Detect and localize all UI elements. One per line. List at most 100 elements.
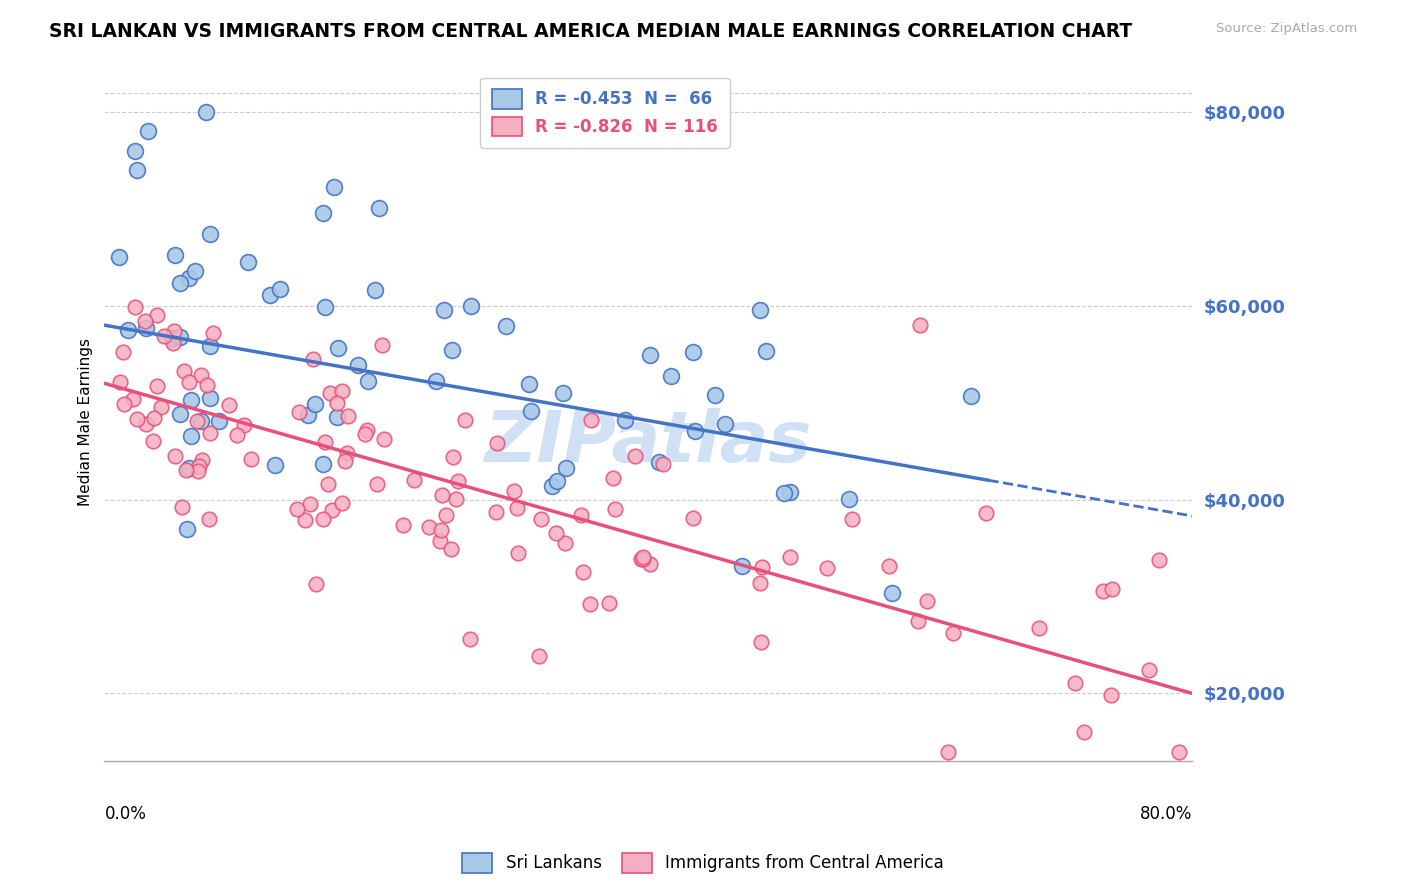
Point <box>942 626 965 640</box>
Point <box>226 428 249 442</box>
Point <box>305 577 328 591</box>
Point <box>207 414 229 428</box>
Point <box>233 417 256 432</box>
Point <box>460 299 482 313</box>
Point <box>176 523 198 537</box>
Point <box>841 512 863 526</box>
Y-axis label: Median Male Earnings: Median Male Earnings <box>79 338 93 506</box>
Point <box>316 477 339 491</box>
Point <box>177 376 200 390</box>
Point <box>910 318 932 333</box>
Point <box>347 359 370 373</box>
Point <box>373 432 395 446</box>
Point <box>163 324 186 338</box>
Point <box>661 369 683 384</box>
Point <box>648 455 671 469</box>
Point <box>165 449 187 463</box>
Point <box>332 496 354 510</box>
Point <box>364 283 387 297</box>
Text: SRI LANKAN VS IMMIGRANTS FROM CENTRAL AMERICA MEDIAN MALE EARNINGS CORRELATION C: SRI LANKAN VS IMMIGRANTS FROM CENTRAL AM… <box>49 22 1132 41</box>
Point <box>880 585 903 599</box>
Point <box>652 457 675 471</box>
Point <box>1067 773 1090 788</box>
Point <box>190 368 212 383</box>
Point <box>117 323 139 337</box>
Point <box>180 393 202 408</box>
Point <box>187 464 209 478</box>
Point <box>354 427 377 442</box>
Point <box>169 329 191 343</box>
Point <box>294 513 316 527</box>
Point <box>638 348 661 362</box>
Point <box>447 475 470 489</box>
Point <box>748 576 770 591</box>
Point <box>111 345 134 359</box>
Point <box>240 451 263 466</box>
Point <box>773 486 796 500</box>
Point <box>838 492 860 507</box>
Point <box>579 413 602 427</box>
Text: 0.0%: 0.0% <box>104 805 146 823</box>
Point <box>367 201 389 215</box>
Legend: Sri Lankans, Immigrants from Central America: Sri Lankans, Immigrants from Central Ame… <box>456 847 950 880</box>
Point <box>198 338 221 352</box>
Point <box>506 500 529 515</box>
Text: 80.0%: 80.0% <box>1140 805 1192 823</box>
Point <box>520 404 543 418</box>
Point <box>321 503 343 517</box>
Point <box>195 378 218 392</box>
Point <box>915 594 938 608</box>
Point <box>107 250 129 264</box>
Point <box>190 414 212 428</box>
Point <box>530 512 553 526</box>
Point <box>779 484 801 499</box>
Text: Source: ZipAtlas.com: Source: ZipAtlas.com <box>1216 22 1357 36</box>
Point <box>264 458 287 472</box>
Legend: R = -0.453  N =  66, R = -0.826  N = 116: R = -0.453 N = 66, R = -0.826 N = 116 <box>481 78 730 148</box>
Point <box>124 300 146 314</box>
Point <box>578 597 600 611</box>
Point <box>1073 725 1095 739</box>
Point <box>112 397 135 411</box>
Point <box>432 488 454 502</box>
Point <box>302 352 325 367</box>
Point <box>357 374 380 388</box>
Point <box>371 338 394 352</box>
Point <box>546 525 568 540</box>
Point <box>1147 553 1170 567</box>
Point <box>936 745 959 759</box>
Point <box>486 436 509 450</box>
Point <box>1064 675 1087 690</box>
Point <box>314 300 336 314</box>
Point <box>682 511 704 525</box>
Point <box>298 498 321 512</box>
Point <box>433 302 456 317</box>
Point <box>1101 582 1123 596</box>
Point <box>517 377 540 392</box>
Point <box>135 321 157 335</box>
Point <box>749 302 772 317</box>
Point <box>1028 621 1050 635</box>
Point <box>907 615 929 629</box>
Point <box>572 565 595 579</box>
Point <box>392 518 415 533</box>
Point <box>297 408 319 422</box>
Point <box>134 314 156 328</box>
Point <box>259 287 281 301</box>
Point <box>163 248 186 262</box>
Point <box>418 519 440 533</box>
Point <box>508 546 530 560</box>
Point <box>319 386 342 401</box>
Text: ZIPatlas: ZIPatlas <box>485 408 813 477</box>
Point <box>336 445 359 459</box>
Point <box>731 559 754 574</box>
Point <box>198 512 221 526</box>
Point <box>1099 689 1122 703</box>
Point <box>779 549 801 564</box>
Point <box>434 508 457 522</box>
Point <box>749 635 772 649</box>
Point <box>430 523 453 537</box>
Point <box>218 398 240 412</box>
Point <box>146 378 169 392</box>
Point <box>150 401 173 415</box>
